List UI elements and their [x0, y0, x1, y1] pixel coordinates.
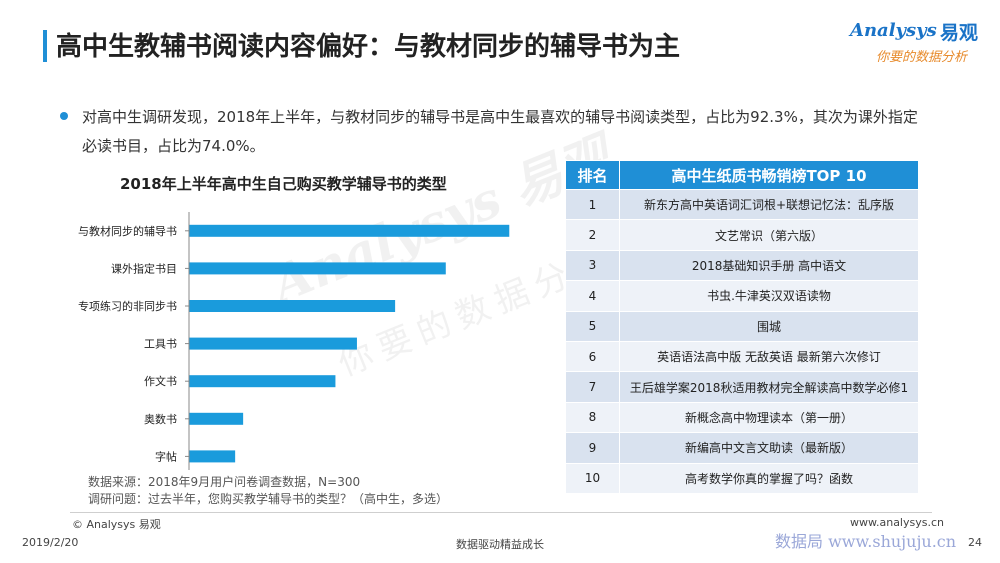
bar: [189, 375, 336, 388]
logo-brand-en: Analysys: [850, 20, 937, 41]
title-accent-bar: [43, 30, 47, 62]
page-number: 24: [968, 536, 982, 549]
book-title-cell: 高考数学你真的掌握了吗？函数: [619, 462, 919, 494]
website-link[interactable]: www.analysys.cn: [850, 516, 944, 529]
bar: [189, 450, 236, 463]
source-note: 数据来源：2018年9月用户问卷调查数据，N=300 调研问题：过去半年，您购买…: [88, 474, 448, 508]
book-title-cell: 新编高中文言文助读（最新版）: [619, 432, 919, 464]
category-label: 字帖: [155, 449, 177, 463]
table-row: 8 新概念高中物理读本（第一册）: [565, 401, 919, 434]
rank-cell: 5: [565, 310, 620, 342]
bullet-icon: [60, 112, 68, 120]
table-row: 3 2018基础知识手册 高中语文: [565, 249, 919, 282]
logo-brand-cn: 易观: [940, 22, 979, 44]
table-body: 1 新东方高中英语词汇词根+联想记忆法：乱序版 2 文艺常识（第六版） 3 2018基础知…: [565, 188, 919, 494]
rank-cell: 6: [565, 340, 620, 373]
bar: [189, 224, 510, 237]
book-title-cell: 新概念高中物理读本（第一册）: [619, 401, 919, 434]
table-row: 6 英语语法高中版 无敌英语 最新第六次修订: [565, 340, 919, 373]
rank-cell: 8: [565, 401, 620, 434]
chart-title: 2018年上半年高中生自己购买教学辅导书的类型: [120, 175, 447, 193]
table-header-row: 排名 高中生纸质书畅销榜TOP 10: [565, 160, 919, 190]
category-label: 专项练习的非同步书: [78, 299, 177, 313]
table-row: 4 书虫.牛津英汉双语读物: [565, 280, 919, 312]
copyright: © Analysys 易观: [72, 518, 161, 531]
rank-cell: 1: [565, 188, 620, 221]
category-label: 奥数书: [144, 412, 177, 426]
rank-cell: 9: [565, 432, 620, 464]
table-row: 5 围城: [565, 310, 919, 342]
title-header: 高中生纸质书畅销榜TOP 10: [619, 160, 919, 190]
book-title-cell: 2018基础知识手册 高中语文: [619, 249, 919, 282]
footer-divider: [70, 512, 932, 513]
analysys-logo: Analysys 易观 你要的数据分析: [850, 18, 980, 66]
page-title: 高中生教辅书阅读内容偏好：与教材同步的辅导书为主: [56, 32, 681, 62]
book-title-cell: 围城: [619, 310, 919, 342]
category-label: 工具书: [144, 338, 177, 351]
rank-cell: 2: [565, 219, 620, 251]
logo-slogan: 你要的数据分析: [876, 50, 968, 65]
rank-header: 排名: [565, 160, 620, 190]
category-label: 与教材同步的辅导书: [78, 224, 177, 238]
source-line: 数据来源：2018年9月用户问卷调查数据，N=300: [88, 475, 361, 489]
category-label: 作文书: [144, 374, 177, 388]
book-title-cell: 英语语法高中版 无敌英语 最新第六次修订: [619, 340, 919, 373]
table-row: 1 新东方高中英语词汇词根+联想记忆法：乱序版: [565, 188, 919, 221]
bar: [189, 337, 357, 350]
rank-cell: 4: [565, 280, 620, 312]
footer-slogan: 数据驱动精益成长: [456, 538, 544, 551]
rank-cell: 10: [565, 462, 620, 494]
category-label: 课外指定书目: [111, 261, 177, 275]
question-line: 调研问题：过去半年，您购买教学辅导书的类型？（高中生，多选）: [88, 492, 449, 506]
summary-text: 对高中生调研发现，2018年上半年，与教材同步的辅导书是高中生最喜欢的辅导书阅读…: [82, 108, 918, 155]
table-row: 7 王后雄学案2018秋适用教材完全解读高中数学必修1: [565, 371, 919, 403]
book-title-cell: 新东方高中英语词汇词根+联想记忆法：乱序版: [619, 188, 919, 221]
rank-cell: 3: [565, 249, 620, 282]
table-row: 10 高考数学你真的掌握了吗？函数: [565, 462, 919, 494]
book-title-cell: 文艺常识（第六版）: [619, 219, 919, 251]
rank-cell: 7: [565, 371, 620, 403]
shujuju-watermark: 数据局 www.shujuju.cn: [775, 532, 957, 551]
book-title-cell: 王后雄学案2018秋适用教材完全解读高中数学必修1: [619, 371, 919, 403]
book-title-cell: 书虫.牛津英汉双语读物: [619, 280, 919, 312]
bar: [189, 300, 396, 312]
top10-table: 排名 高中生纸质书畅销榜TOP 10 1 新东方高中英语词汇词根+联想记忆法：乱序…: [565, 160, 919, 494]
table-row: 9 新编高中文言文助读（最新版）: [565, 432, 919, 464]
table-row: 2 文艺常识（第六版）: [565, 219, 919, 251]
bar: [189, 412, 244, 425]
report-date: 2019/2/20: [22, 536, 79, 549]
bar: [189, 262, 446, 275]
